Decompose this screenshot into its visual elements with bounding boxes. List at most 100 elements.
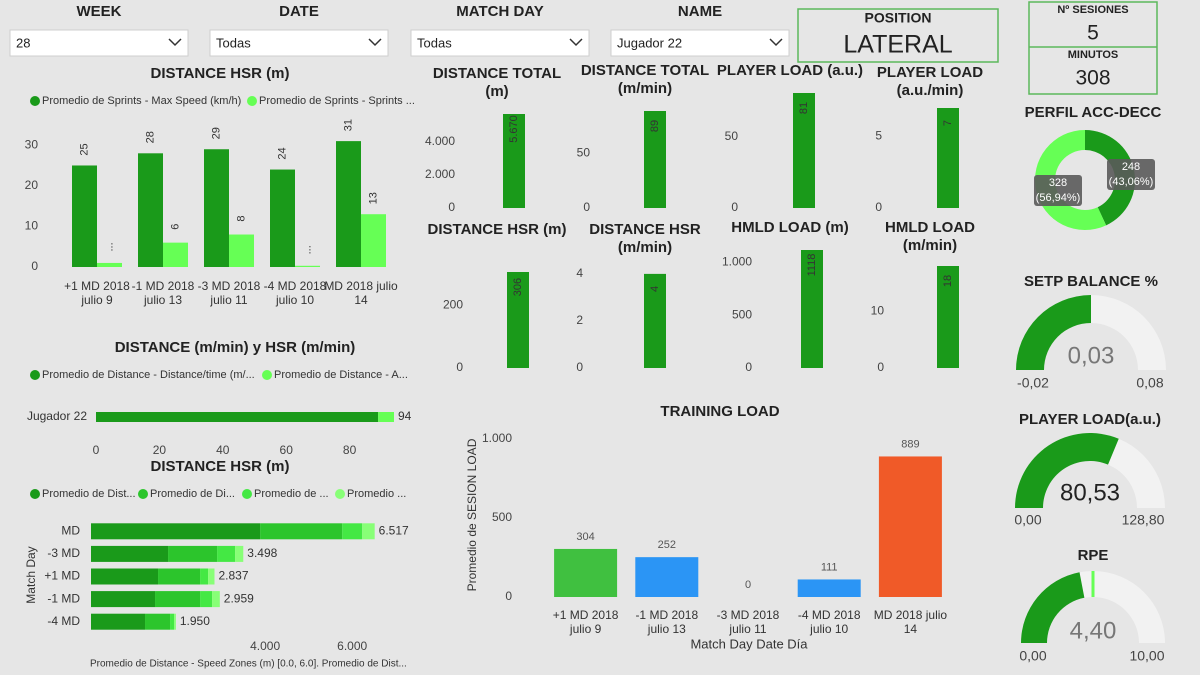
gauge-limit: 128,80: [1122, 512, 1165, 528]
y-axis-title: Match Day: [24, 546, 38, 603]
gauge-fill: [1021, 572, 1085, 643]
y-tick-label: 2: [576, 313, 583, 327]
bar-segment: [235, 545, 244, 562]
data-label: ...: [301, 245, 313, 254]
dropdown-value[interactable]: Jugador 22: [617, 35, 682, 50]
data-label: 889: [901, 438, 919, 450]
dropdown-value[interactable]: Todas: [417, 35, 452, 50]
gauge-limit: 0,00: [1014, 512, 1041, 528]
chevron[interactable]: [569, 38, 583, 47]
bar-segment: [155, 591, 201, 608]
dropdown[interactable]: [9, 29, 189, 57]
y-tick-label: 10: [871, 304, 885, 318]
legend-label: Promedio de Dist...: [42, 488, 136, 500]
legend-label: Promedio de Distance - Distance/time (m/…: [42, 369, 255, 381]
legend-marker: [138, 489, 148, 499]
bar: [270, 169, 295, 267]
dropdown[interactable]: [410, 29, 590, 57]
filter-label: DATE: [279, 3, 319, 20]
y-tick-label: 0: [505, 589, 512, 603]
legend-marker: [30, 489, 40, 499]
chevron[interactable]: [769, 38, 783, 47]
y-tick-label: -3 MD: [47, 546, 80, 560]
y-tick-label: 2.000: [425, 167, 455, 181]
data-label: 252: [658, 539, 676, 551]
data-label: 24: [276, 147, 288, 159]
bar: [72, 165, 97, 267]
y-tick-label: 0: [583, 200, 590, 214]
bar: [503, 114, 525, 208]
data-label: 248: [1122, 161, 1140, 173]
data-label: 89: [649, 120, 661, 132]
total-label: 94: [398, 409, 412, 423]
x-tick-label: 4.000: [250, 639, 280, 653]
data-label: 111: [821, 561, 838, 573]
bar-segment: [91, 545, 169, 562]
donut-slice: [1085, 130, 1136, 226]
chevron[interactable]: [368, 38, 382, 47]
dropdown-value[interactable]: 28: [16, 35, 30, 50]
y-tick-label: MD: [61, 523, 80, 537]
bar: [204, 149, 229, 267]
data-label: 25: [78, 143, 90, 155]
bar: [97, 262, 122, 267]
bar-segment: [96, 412, 379, 422]
legend-label: Promedio de Sprints - Sprints ...: [259, 95, 415, 107]
gauge-value: 80,53: [1060, 479, 1120, 506]
dropdown[interactable]: [610, 29, 790, 57]
bar-segment: [91, 613, 146, 630]
bar: [554, 548, 618, 597]
bar: [229, 234, 254, 267]
bar: [793, 93, 815, 208]
position-card: [797, 8, 999, 63]
gauge-fill: [1015, 433, 1119, 508]
filter-label: WEEK: [77, 3, 122, 20]
card-label: MINUTOS: [1068, 49, 1119, 61]
y-tick-label: 4: [576, 266, 583, 280]
y-tick-label: -4 MD: [47, 614, 80, 628]
x-tick-label: 20: [153, 443, 167, 457]
percent-label: (43,06%): [1109, 176, 1154, 188]
gauge-limit: 0,08: [1136, 375, 1163, 391]
data-label: 29: [210, 127, 222, 139]
legend-marker: [30, 96, 40, 106]
filter-label: MATCH DAY: [456, 3, 544, 20]
bar-segment: [91, 568, 159, 585]
x-axis-title: Promedio de Distance - Speed Zones (m) […: [90, 659, 407, 670]
data-label: 31: [342, 119, 354, 131]
legend-marker: [262, 370, 272, 380]
total-label: 2.837: [218, 569, 248, 583]
data-label: 7: [942, 120, 954, 126]
bar-segment: [91, 523, 261, 540]
y-tick-label: 1.000: [722, 255, 752, 269]
legend-marker: [242, 489, 252, 499]
bar: [801, 250, 823, 368]
bar: [163, 242, 188, 267]
y-tick-label: 30: [25, 137, 39, 151]
card-value: 5: [1087, 22, 1099, 45]
dropdown-value[interactable]: Todas: [216, 35, 251, 50]
x-tick-label: 60: [280, 443, 294, 457]
y-tick-label: 0: [745, 360, 752, 374]
bar: [507, 272, 529, 368]
bar-segment: [200, 568, 209, 585]
y-tick-label: 50: [577, 146, 591, 160]
bar-segment: [378, 412, 394, 422]
bar-segment: [212, 591, 220, 608]
data-label: 18: [942, 275, 954, 287]
x-tick-label: 0: [93, 443, 100, 457]
y-tick-label: Jugador 22: [27, 409, 87, 423]
bar-segment: [158, 568, 201, 585]
label-box: [1107, 159, 1155, 190]
y-tick-label: 200: [443, 297, 463, 311]
data-label: 1118: [806, 254, 818, 277]
y-tick-label: 0: [576, 360, 583, 374]
bar-segment: [145, 613, 171, 630]
bar-segment: [174, 613, 176, 630]
filter-label: NAME: [678, 3, 722, 20]
bar-segment: [260, 523, 343, 540]
x-tick-label: 40: [216, 443, 230, 457]
chevron[interactable]: [168, 38, 182, 47]
dropdown[interactable]: [209, 29, 389, 57]
bar: [937, 108, 959, 208]
